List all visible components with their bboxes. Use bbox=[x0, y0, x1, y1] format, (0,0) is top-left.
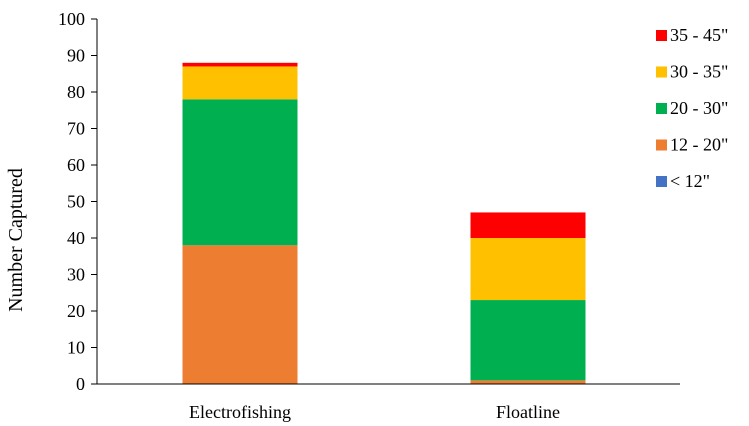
legend-label: < 12" bbox=[670, 171, 710, 191]
bar-segment-electrofishing-series-4 bbox=[182, 62, 298, 67]
legend-swatch bbox=[656, 66, 667, 78]
legend-swatch bbox=[656, 30, 667, 41]
x-category-label: Floatline bbox=[496, 402, 560, 422]
legend-label: 12 - 20" bbox=[670, 135, 728, 155]
bar-segment-electrofishing-series-2 bbox=[182, 99, 298, 246]
y-axis-title: Number Captured bbox=[5, 168, 27, 312]
bar-segment-floatline-series-2 bbox=[470, 300, 586, 381]
y-tick-label: 30 bbox=[67, 265, 85, 285]
y-tick-label: 20 bbox=[67, 301, 85, 321]
y-tick-label: 10 bbox=[67, 338, 85, 358]
legend-swatch bbox=[656, 176, 667, 187]
y-tick-label: 90 bbox=[67, 46, 85, 66]
y-tick-label: 80 bbox=[67, 82, 85, 102]
y-tick-label: 40 bbox=[67, 228, 85, 248]
x-category-label: Electrofishing bbox=[189, 402, 291, 422]
y-tick-label: 50 bbox=[67, 192, 85, 212]
y-tick-label: 0 bbox=[76, 374, 85, 394]
y-axis-ticks: 0 10 20 30 40 50 60 70 80 90 100 bbox=[58, 9, 97, 394]
legend-swatch bbox=[656, 139, 667, 151]
bar-segment-electrofishing-series-1 bbox=[182, 245, 298, 384]
legend-label: 20 - 30" bbox=[670, 98, 728, 118]
legend-label: 35 - 45" bbox=[670, 25, 728, 45]
bar-segment-floatline-series-4 bbox=[470, 212, 586, 238]
bar-segment-floatline-series-3 bbox=[470, 238, 586, 301]
legend-label: 30 - 35" bbox=[670, 62, 728, 82]
x-axis-labels: Electrofishing Floatline bbox=[189, 402, 560, 422]
y-tick-label: 100 bbox=[58, 9, 85, 29]
y-tick-label: 60 bbox=[67, 155, 85, 175]
legend: 35 - 45" 30 - 35" 20 - 30" 12 - 20" < 12" bbox=[656, 25, 728, 191]
y-tick-label: 70 bbox=[67, 119, 85, 139]
legend-swatch bbox=[656, 103, 667, 114]
bar-segment-floatline-series-1 bbox=[470, 380, 586, 384]
bar-segment-electrofishing-series-3 bbox=[182, 66, 298, 100]
bars bbox=[182, 62, 586, 384]
